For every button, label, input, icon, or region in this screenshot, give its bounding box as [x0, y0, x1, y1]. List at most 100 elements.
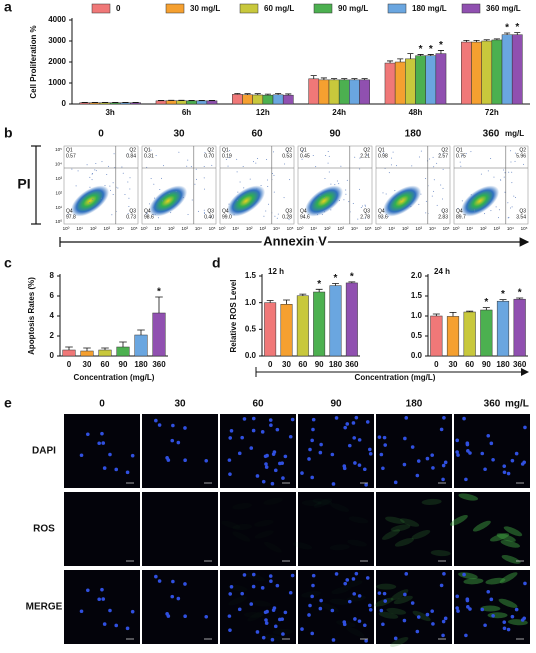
y-axis-label: Cell Proliferation %: [29, 25, 38, 98]
y-tick-label: 1.0: [411, 311, 423, 320]
nucleus: [430, 453, 434, 457]
ros-signal: [500, 540, 521, 548]
nucleus: [354, 415, 359, 420]
event-dot: [211, 164, 213, 166]
quadrant-value: 93.6: [378, 214, 388, 220]
nucleus: [308, 603, 312, 608]
event-dot: [182, 197, 184, 199]
ros-signal: [400, 518, 420, 527]
nucleus: [379, 608, 384, 613]
nucleus: [166, 458, 171, 462]
x-tick-label: 60: [465, 360, 474, 369]
significance: *: [501, 289, 505, 300]
nucleus: [489, 597, 494, 602]
bar: [62, 349, 76, 357]
event-dot: [439, 153, 441, 155]
error-bar: [483, 39, 490, 41]
ros-signal: [411, 529, 431, 540]
x-tick-label: 10⁰: [63, 226, 70, 231]
x-tick-label: 10⁵: [209, 226, 216, 231]
bar: [349, 79, 360, 105]
ros-signal: [472, 520, 491, 532]
event-dot: [187, 214, 189, 216]
unit-label: mg/L: [505, 129, 524, 138]
error-bar: [482, 307, 490, 310]
y-axis-label: Apoptosis Rates (%): [27, 277, 36, 355]
nucleus: [425, 612, 430, 617]
x-tick-label: 180: [329, 360, 343, 369]
x-tick-label: 10⁵: [287, 226, 294, 231]
chart-title: 24 h: [434, 267, 450, 276]
quadrant-value: 97.8: [66, 214, 76, 220]
nucleus: [270, 481, 275, 486]
event-dot: [267, 179, 269, 181]
nucleus: [265, 609, 269, 614]
cell-cloud: [226, 185, 266, 217]
event-dot: [420, 193, 422, 195]
nucleus: [269, 423, 273, 427]
nucleus: [240, 591, 244, 596]
event-dot: [440, 184, 442, 186]
nucleus: [154, 574, 158, 579]
quadrant-value: 99.0: [222, 214, 232, 220]
event-dot: [203, 165, 205, 167]
nucleus: [240, 435, 244, 440]
nucleus: [410, 601, 415, 605]
event-dot: [315, 166, 317, 168]
event-dot: [239, 181, 241, 183]
ros-signal: [449, 514, 468, 526]
event-dot: [225, 159, 227, 161]
nucleus: [357, 619, 362, 623]
y-tick-label: 6: [50, 291, 55, 300]
event-dot: [273, 174, 275, 176]
quadrant-value: 0.45: [300, 153, 310, 159]
quadrant-name: Q2: [519, 147, 526, 153]
quadrant-name: Q3: [129, 208, 136, 214]
bar: [394, 61, 406, 105]
event-dot: [127, 153, 129, 155]
event-dot: [301, 149, 303, 151]
bar: [430, 315, 443, 357]
x-tick-label: 10³: [182, 226, 189, 231]
event-dot: [228, 203, 230, 205]
nucleus: [101, 597, 106, 601]
event-dot: [249, 178, 251, 180]
y-tick-label: 8: [50, 271, 55, 280]
x-tick-label: 360: [345, 360, 359, 369]
event-dot: [127, 213, 129, 215]
nucleus: [464, 633, 468, 638]
nucleus: [403, 592, 407, 597]
y-tick-label: 10⁵: [55, 147, 62, 152]
quadrant-name: Q1: [144, 147, 151, 153]
ros-signal: [412, 610, 431, 622]
nucleus: [330, 452, 335, 457]
nucleus: [260, 430, 265, 434]
quadrant-value: 94.6: [300, 214, 310, 220]
legend-label: 90 mg/L: [338, 4, 368, 13]
y-tick-label: 10¹: [55, 205, 62, 210]
nucleus: [486, 433, 491, 438]
concentration-label: 360: [484, 399, 501, 410]
quadrant-name: Q3: [519, 208, 526, 214]
error-bar: [466, 310, 474, 312]
event-dot: [327, 151, 329, 153]
nucleus: [228, 436, 233, 440]
nucleus: [404, 416, 409, 420]
bar: [134, 334, 148, 357]
nucleus: [100, 431, 104, 436]
nucleus: [255, 630, 260, 634]
event-dot: [100, 197, 102, 199]
event-dot: [367, 154, 369, 156]
event-dot: [503, 169, 505, 171]
event-dot: [328, 155, 330, 157]
event-dot: [242, 166, 244, 168]
nucleus: [393, 636, 398, 641]
legend-swatch: [387, 3, 407, 14]
x-tick-label: 12h: [256, 108, 270, 117]
event-dot: [160, 177, 162, 179]
x-tick-label: 90: [482, 360, 491, 369]
nucleus: [465, 442, 470, 447]
event-dot: [252, 161, 254, 163]
micrograph: [142, 414, 218, 488]
event-dot: [113, 153, 115, 155]
